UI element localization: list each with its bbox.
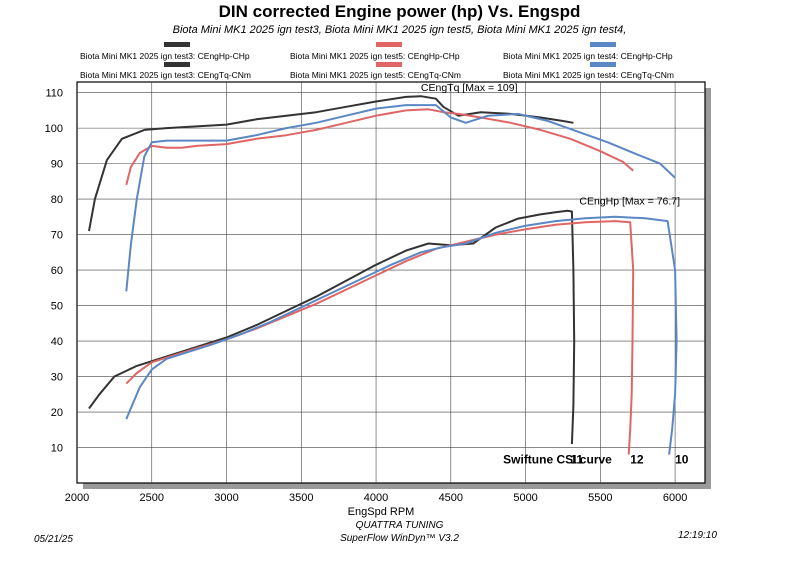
plot-frame <box>76 81 706 484</box>
report-date: 05/21/25 <box>34 534 73 545</box>
legend-entry: Biota Mini MK1 2025 ign test3: CEngTq-CN… <box>80 70 252 80</box>
chart-annotation: CEngTq [Max = 109] <box>421 82 518 94</box>
x-tick-label: 3000 <box>214 492 238 504</box>
y-tick-label: 110 <box>45 88 63 100</box>
x-axis-label: EngSpd RPM <box>348 506 415 518</box>
legend-swatch <box>590 62 616 67</box>
y-tick-label: 70 <box>51 230 63 242</box>
x-tick-label: 3500 <box>289 492 313 504</box>
x-tick-label: 5000 <box>513 492 537 504</box>
y-tick-label: 20 <box>51 407 63 419</box>
chart-subtitle: Biota Mini MK1 2025 ign test3, Biota Min… <box>172 24 627 36</box>
y-tick-label: 90 <box>51 159 63 171</box>
y-tick-label: 100 <box>45 123 63 135</box>
report-time: 12:19:10 <box>678 530 717 541</box>
legend-entry: Biota Mini MK1 2025 ign test5: CEngHp-CH… <box>290 51 460 61</box>
x-tick-label: 5500 <box>588 492 612 504</box>
legend-swatch <box>164 42 190 47</box>
legend-entry: Biota Mini MK1 2025 ign test4: CEngTq-CN… <box>503 70 675 80</box>
series-line <box>125 215 678 455</box>
chart-annotation: 12 <box>630 452 644 466</box>
legend-entry: Biota Mini MK1 2025 ign test4: CEngHp-CH… <box>503 51 673 61</box>
chart-annotation: 11 <box>570 452 583 466</box>
chart-annotation: 10 <box>675 452 689 466</box>
y-tick-label: 10 <box>51 443 63 455</box>
legend-swatch <box>376 42 402 47</box>
legend-swatch <box>590 42 616 47</box>
legend-swatch <box>164 62 190 67</box>
software-name: SuperFlow WinDyn™ V3.2 <box>340 533 459 544</box>
legend-swatch <box>376 62 402 67</box>
series-line <box>88 95 574 232</box>
legend-entry: Biota Mini MK1 2025 ign test5: CEngTq-CN… <box>290 70 462 80</box>
series-line <box>125 104 676 292</box>
company-name: QUATTRA TUNING <box>355 520 444 531</box>
series-line <box>125 108 634 186</box>
x-tick-label: 4500 <box>439 492 463 504</box>
series-line <box>88 209 576 445</box>
x-tick-label: 2000 <box>65 492 89 504</box>
x-tick-label: 2500 <box>140 492 164 504</box>
x-tick-label: 6000 <box>663 492 687 504</box>
chart-annotation: Swiftune CSI curve <box>503 452 612 466</box>
y-tick-label: 40 <box>51 336 63 348</box>
y-tick-label: 80 <box>51 194 63 206</box>
x-tick-label: 4000 <box>364 492 388 504</box>
y-tick-label: 60 <box>51 265 63 277</box>
chart-annotation: CEngHp [Max = 76.7] <box>579 195 680 207</box>
y-tick-label: 30 <box>51 372 63 384</box>
legend-entry: Biota Mini MK1 2025 ign test3: CEngHp-CH… <box>80 51 250 61</box>
y-tick-label: 50 <box>51 301 63 313</box>
chart-title: DIN corrected Engine power (hp) Vs. Engs… <box>218 2 581 21</box>
